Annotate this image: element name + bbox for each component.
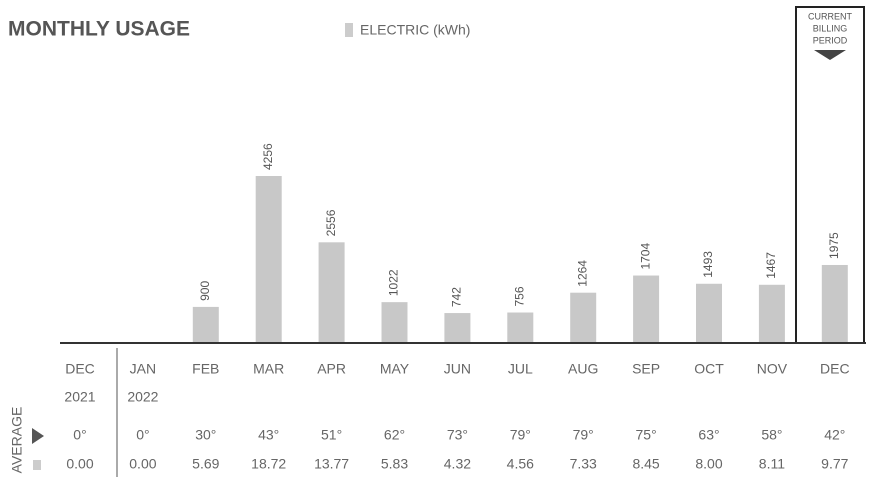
- bar: [570, 292, 597, 342]
- value-label: 756: [512, 286, 526, 306]
- x-tick-label: DEC: [65, 361, 95, 377]
- avg-daily-usage: 4.56: [507, 456, 534, 472]
- bar: [758, 284, 785, 342]
- avg-daily-usage: 0.00: [66, 456, 93, 472]
- x-tick-label: JAN: [130, 361, 156, 377]
- avg-daily-usage: 5.69: [192, 456, 219, 472]
- avg-temperature: 30°: [195, 427, 216, 443]
- value-label: 1493: [701, 251, 715, 278]
- avg-daily-usage: 18.72: [251, 456, 286, 472]
- temperature-icon: [32, 428, 44, 444]
- avg-daily-usage: 8.45: [632, 456, 659, 472]
- current-period-label: CURRENT: [808, 11, 853, 21]
- x-tick-label: OCT: [694, 361, 724, 377]
- avg-daily-usage: 0.00: [129, 456, 156, 472]
- x-tick-label: JUN: [444, 361, 471, 377]
- bar: [633, 275, 660, 342]
- avg-temperature: 0°: [73, 427, 86, 443]
- value-label: 2556: [324, 209, 338, 236]
- avg-temperature: 62°: [384, 427, 405, 443]
- x-tick-label: NOV: [757, 361, 788, 377]
- current-period-arrow: [814, 50, 846, 60]
- x-tick-label: JUL: [508, 361, 533, 377]
- x-tick-label: APR: [317, 361, 346, 377]
- avg-daily-usage: 8.00: [695, 456, 722, 472]
- avg-temperature: 43°: [258, 427, 279, 443]
- current-period-label: PERIOD: [813, 35, 848, 45]
- bar: [381, 302, 408, 342]
- value-label: 1022: [387, 269, 401, 296]
- value-label: 900: [198, 281, 212, 301]
- bar: [696, 283, 722, 342]
- chart-title: MONTHLY USAGE: [8, 18, 190, 41]
- avg-temperature: 79°: [510, 427, 531, 443]
- avg-daily-usage: 7.33: [570, 456, 597, 472]
- avg-temperature: 51°: [321, 427, 342, 443]
- avg-temperature: 0°: [136, 427, 149, 443]
- x-tick-label: MAR: [253, 361, 284, 377]
- avg-daily-usage: 13.77: [314, 456, 349, 472]
- legend-swatch: [345, 23, 353, 37]
- value-label: 1975: [827, 232, 841, 259]
- avg-daily-usage: 8.11: [759, 456, 785, 472]
- value-label: 1704: [638, 243, 652, 270]
- avg-temperature: 79°: [573, 427, 594, 443]
- legend-label: ELECTRIC (kWh): [360, 22, 470, 38]
- avg-temperature: 73°: [447, 427, 468, 443]
- value-label: 4256: [261, 143, 275, 170]
- value-label: 1467: [764, 252, 778, 279]
- x-tick-label: DEC: [820, 361, 850, 377]
- x-tick-label: SEP: [632, 361, 660, 377]
- avg-temperature: 42°: [824, 427, 845, 443]
- value-label: 742: [450, 287, 464, 307]
- bar: [507, 312, 534, 342]
- avg-daily-usage: 5.83: [381, 456, 408, 472]
- bar: [444, 313, 471, 342]
- bar: [821, 264, 848, 342]
- bar: [192, 306, 219, 342]
- usage-icon: [33, 460, 41, 470]
- current-period-label: BILLING: [813, 23, 848, 33]
- avg-temperature: 75°: [636, 427, 657, 443]
- bar: [318, 242, 345, 342]
- x-tick-label: AUG: [568, 361, 598, 377]
- value-label: 1264: [575, 260, 589, 287]
- x-tick-label: MAY: [380, 361, 410, 377]
- year-label: 2021: [64, 389, 95, 405]
- avg-daily-usage: 9.77: [821, 456, 848, 472]
- bar: [255, 176, 282, 342]
- x-tick-label: FEB: [192, 361, 219, 377]
- avg-daily-usage: 4.32: [444, 456, 471, 472]
- avg-temperature: 63°: [698, 427, 719, 443]
- avg-temperature: 58°: [761, 427, 782, 443]
- average-label: AVERAGE: [9, 407, 25, 474]
- year-label: 2022: [127, 389, 158, 405]
